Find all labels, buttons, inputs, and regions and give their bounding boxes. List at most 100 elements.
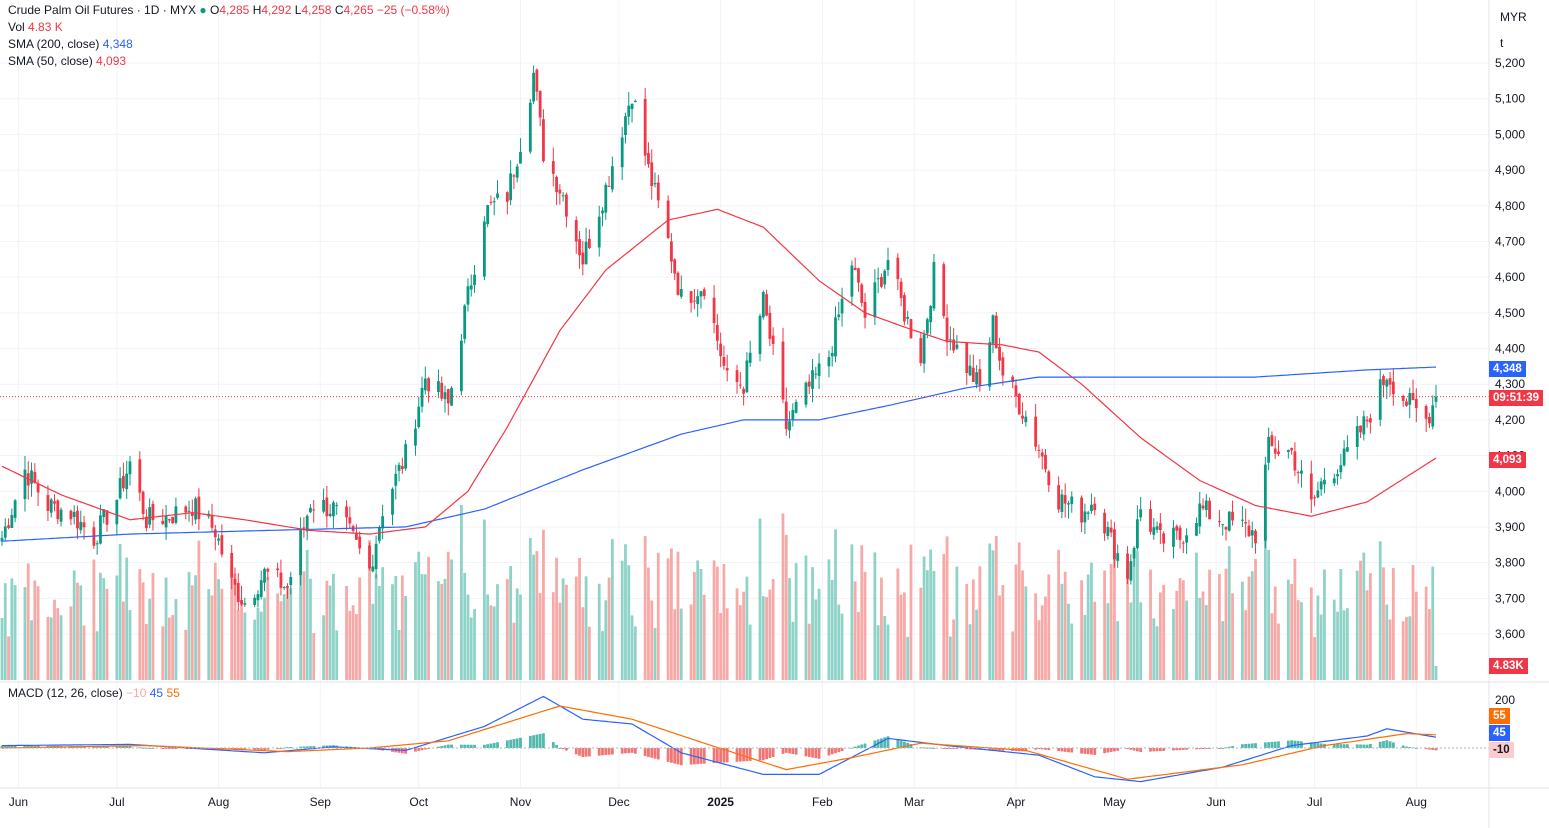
- candle-body: [1385, 379, 1389, 387]
- currency-label[interactable]: MYR: [1500, 10, 1527, 24]
- macd-hist-bar: [696, 748, 700, 765]
- volume-bar: [289, 588, 293, 680]
- candle-body: [840, 298, 844, 314]
- macd-hist-bar: [325, 745, 329, 748]
- candle-body: [1339, 465, 1343, 473]
- candle-body: [82, 522, 86, 528]
- candle-body: [1040, 452, 1044, 457]
- macd-hist-bar: [1378, 741, 1382, 748]
- candle-body: [1332, 478, 1336, 484]
- macd-hist-bar: [765, 748, 768, 760]
- macd-hist-bar: [1309, 742, 1313, 748]
- macd-hist-bar: [259, 748, 263, 751]
- candle-body: [1139, 509, 1143, 518]
- macd-hist-bar: [125, 746, 129, 748]
- low-value: 4,258: [301, 3, 332, 17]
- volume-label: Vol: [8, 20, 25, 34]
- macd-hist-bar: [446, 744, 450, 748]
- candle-body: [489, 201, 493, 203]
- macd-hist-bar: [1342, 744, 1346, 748]
- candle-body: [460, 340, 463, 392]
- macd-hist-bar: [1254, 743, 1257, 748]
- volume-legend[interactable]: Vol 4.83 K: [8, 19, 450, 36]
- macd-hist-bar: [1060, 748, 1064, 752]
- volume-bar: [574, 576, 578, 680]
- candle-body: [505, 192, 509, 202]
- macd-legend[interactable]: MACD (12, 26, close) −10 45 55: [8, 686, 180, 700]
- volume-bar: [440, 583, 444, 680]
- candle-body: [673, 259, 677, 274]
- candle-body: [1342, 448, 1346, 466]
- candle-body: [266, 568, 270, 572]
- volume-bar: [519, 594, 522, 680]
- candle-body: [368, 545, 371, 569]
- sma200-price-badge: 4,348: [1489, 361, 1526, 377]
- macd-hist-bar: [302, 746, 306, 748]
- candle-body: [896, 257, 900, 280]
- macd-hist-bar: [1155, 748, 1159, 752]
- candle-body: [332, 502, 335, 517]
- macd-hist-bar: [322, 745, 325, 748]
- macd-hist-bar: [601, 748, 604, 756]
- candle-body: [922, 334, 926, 364]
- volume-bar: [1313, 637, 1316, 680]
- candle-body: [584, 241, 588, 265]
- volume-bar: [99, 572, 102, 680]
- candle-body: [1001, 357, 1005, 376]
- volume-bar: [1083, 614, 1087, 680]
- candle-body: [610, 166, 614, 190]
- macd-hist-bar: [1204, 748, 1208, 749]
- macd-hist-bar: [817, 748, 821, 759]
- sma50-legend[interactable]: SMA (50, close) 4,093: [8, 53, 450, 70]
- candle-body: [532, 72, 535, 102]
- volume-bar: [781, 513, 785, 680]
- macd-hist-bar: [794, 748, 798, 755]
- candle-body: [1250, 530, 1254, 536]
- currency-selector[interactable]: MYR t: [1500, 4, 1527, 56]
- macd-line-value: 45: [149, 686, 164, 700]
- price-tick-label: 5,200: [1495, 56, 1525, 70]
- volume-bar: [1391, 567, 1395, 680]
- volume-bar: [994, 536, 998, 680]
- volume-bar: [1339, 568, 1343, 680]
- price-tick-label: 4,700: [1495, 234, 1525, 248]
- volume-bar: [811, 567, 814, 680]
- candle-body: [1198, 503, 1202, 527]
- macd-hist-bar: [561, 748, 565, 750]
- volume-bar: [33, 580, 37, 680]
- volume-badge: 4.83K: [1489, 658, 1528, 674]
- volume-bar: [355, 614, 358, 680]
- macd-hist-bar: [1362, 744, 1366, 748]
- volume-bar: [765, 597, 768, 680]
- volume-bar: [1024, 586, 1028, 680]
- volume-bar: [942, 554, 946, 680]
- volume-bar: [1405, 616, 1408, 680]
- candle-body: [1093, 503, 1097, 511]
- volume-bar: [1090, 562, 1093, 680]
- candle-body: [1434, 396, 1438, 402]
- candle-body: [578, 239, 581, 256]
- volume-bar: [653, 628, 657, 680]
- unit-label[interactable]: t: [1500, 36, 1504, 50]
- candle-body: [1263, 464, 1267, 541]
- macd-hist-bar: [144, 747, 148, 749]
- macd-hist-bar: [289, 747, 293, 749]
- candle-body: [1218, 521, 1221, 523]
- candle-body: [702, 289, 706, 297]
- candle-body: [1365, 419, 1369, 422]
- volume-bar: [282, 594, 286, 680]
- volume-bar: [13, 585, 17, 680]
- candle-body: [991, 315, 995, 344]
- macd-hist-bar: [414, 748, 417, 752]
- volume-bar: [873, 552, 877, 680]
- volume-bar: [804, 555, 808, 680]
- volume-bar: [1382, 567, 1385, 680]
- volume-bar: [30, 620, 33, 680]
- macd-hist-bar: [164, 748, 168, 749]
- macd-hist-bar: [1346, 744, 1349, 748]
- volume-bar: [322, 615, 325, 680]
- symbol-title[interactable]: Crude Palm Oil Futures · 1D · MYX: [8, 3, 197, 17]
- sma200-legend[interactable]: SMA (200, close) 4,348: [8, 36, 450, 53]
- macd-hist-bar: [1063, 748, 1067, 752]
